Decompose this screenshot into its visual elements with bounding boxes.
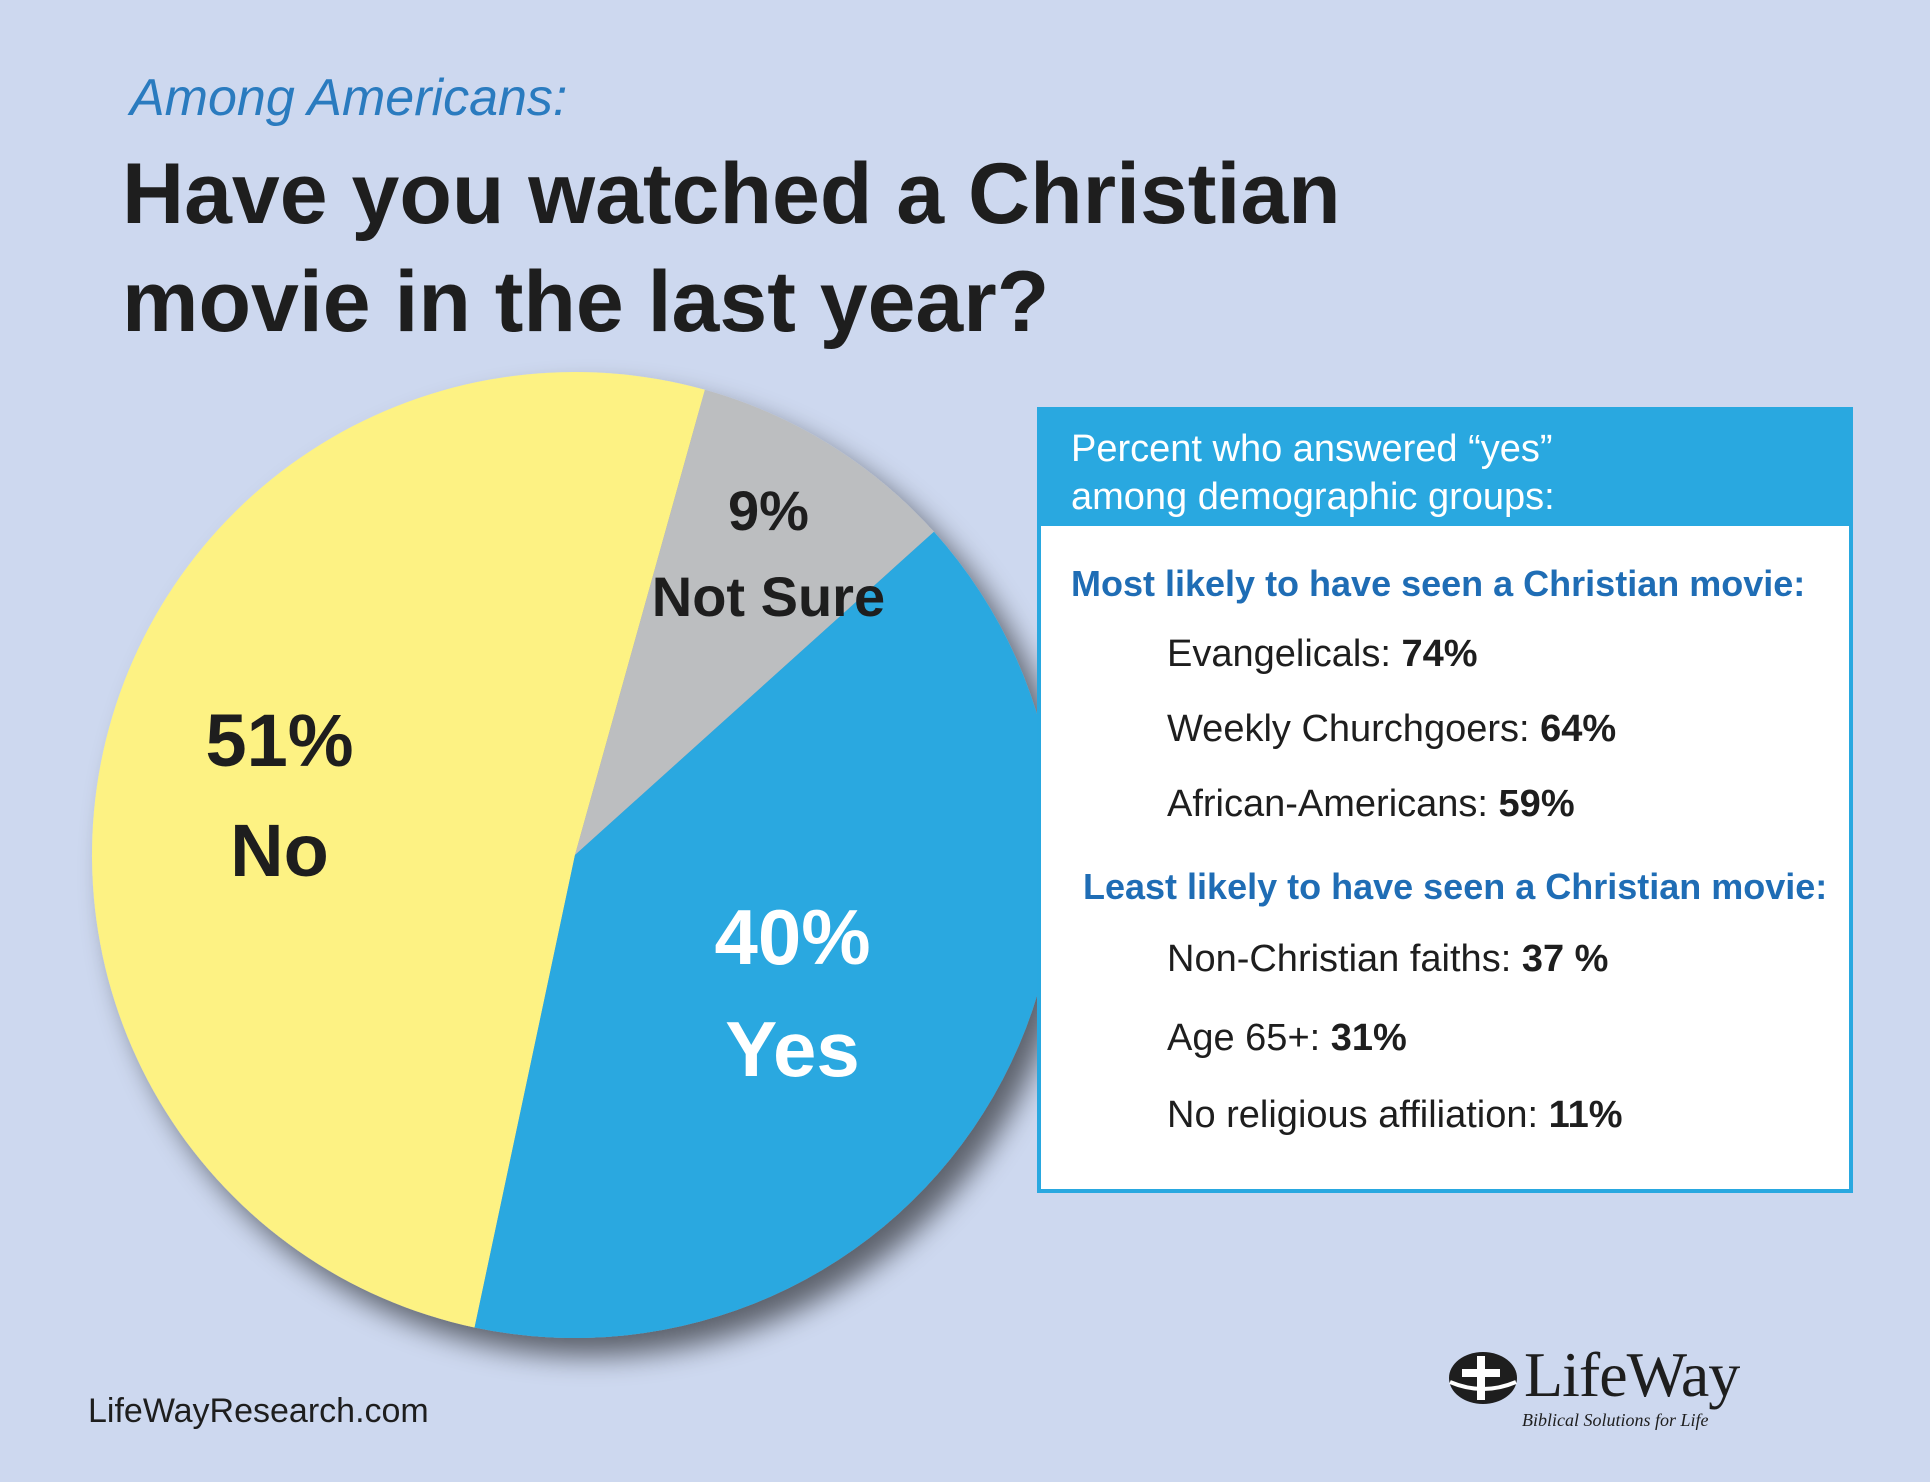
group-label: Weekly Churchgoers: <box>1167 708 1541 750</box>
title-line-2: movie in the last year? <box>122 254 1050 350</box>
group-value: 31% <box>1330 1017 1407 1059</box>
title-line-1: Have you watched a Christian <box>122 146 1341 242</box>
list-item: Age 65+: 31% <box>1167 1017 1407 1060</box>
panel-header: Percent who answered “yes” among demogra… <box>1041 411 1849 526</box>
brand-name: LifeWay <box>1524 1339 1740 1410</box>
slice-category-label: Yes <box>725 1005 859 1093</box>
list-item: No religious affiliation: 11% <box>1167 1094 1623 1137</box>
slice-percent-label: 40% <box>714 893 870 981</box>
pie-slice-yes <box>474 531 1059 1339</box>
slice-category-label: No <box>230 809 329 892</box>
slice-percent-label: 51% <box>205 699 353 782</box>
chart-kicker: Among Americans: <box>130 69 568 127</box>
slice-category-label: Not Sure <box>652 565 885 628</box>
least-likely-heading: Least likely to have seen a Christian mo… <box>1083 866 1828 907</box>
site-url: LifeWayResearch.com <box>88 1392 429 1430</box>
group-value: 11% <box>1548 1094 1623 1136</box>
list-item: Weekly Churchgoers: 64% <box>1167 708 1616 751</box>
brand-logo: LifeWay Biblical Solutions for Life <box>1448 1338 1768 1438</box>
group-label: Non-Christian faiths: <box>1167 938 1522 980</box>
group-value: 37 % <box>1521 938 1609 980</box>
slice-percent-label: 9% <box>728 479 809 542</box>
panel-header-line-2: among demographic groups: <box>1071 476 1555 518</box>
pie-slice-no <box>91 371 705 1328</box>
group-label: No religious affiliation: <box>1167 1094 1549 1136</box>
brand-tagline: Biblical Solutions for Life <box>1522 1410 1709 1430</box>
list-item: African-Americans: 59% <box>1167 783 1575 826</box>
panel-header-line-1: Percent who answered “yes” <box>1071 428 1553 470</box>
group-label: African-Americans: <box>1167 783 1499 825</box>
group-label: Age 65+: <box>1167 1017 1331 1059</box>
chart-title: Have you watched a Christian movie in th… <box>122 140 1422 356</box>
pie-slice-not-sure <box>575 389 934 855</box>
lifeway-logo-icon <box>1449 1352 1517 1404</box>
group-label: Evangelicals: <box>1167 633 1402 675</box>
group-value: 59% <box>1498 783 1575 825</box>
group-value: 64% <box>1540 708 1617 750</box>
group-value: 74% <box>1401 633 1478 675</box>
list-item: Evangelicals: 74% <box>1167 633 1478 676</box>
list-item: Non-Christian faiths: 37 % <box>1167 938 1608 981</box>
demographics-panel: Percent who answered “yes” among demogra… <box>1037 407 1853 1193</box>
most-likely-heading: Most likely to have seen a Christian mov… <box>1071 563 1806 604</box>
